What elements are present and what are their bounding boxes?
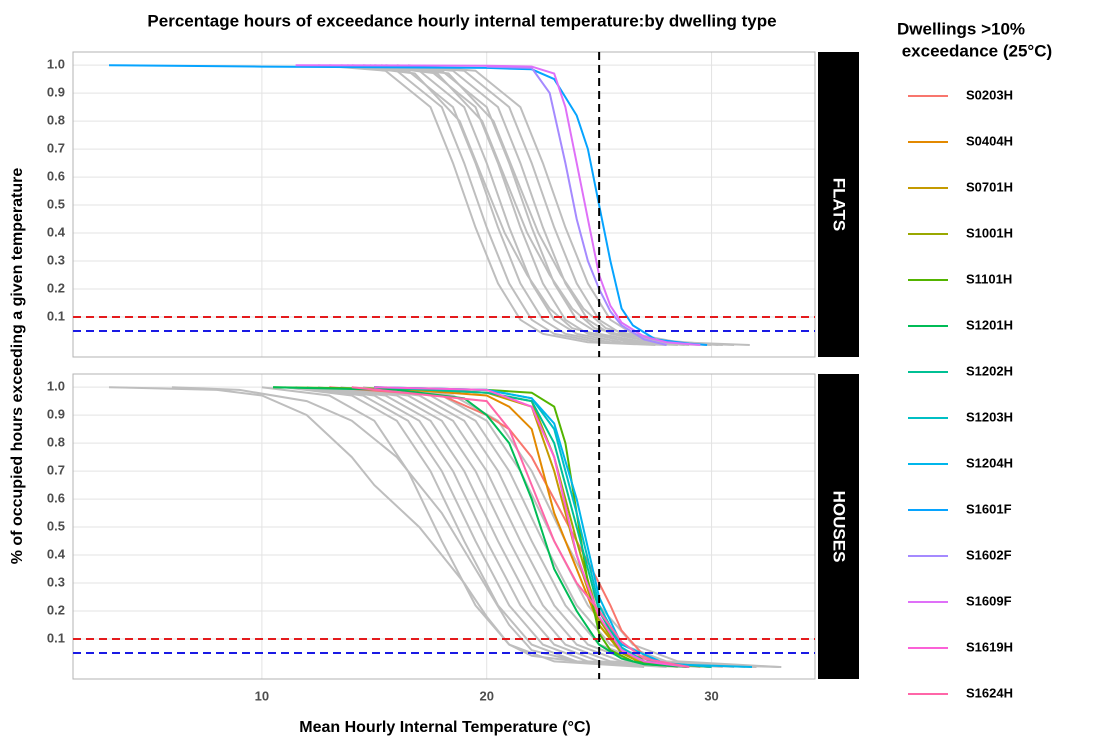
series-line [351, 386, 690, 668]
y-axis-title: % of occupied hours exceeding a given te… [9, 168, 26, 565]
series-line [374, 386, 753, 668]
series-line [329, 386, 712, 668]
facet-label: HOUSES [830, 491, 849, 563]
legend-label: S1101H [966, 271, 1012, 286]
legend-label: S1001H [966, 225, 1013, 240]
legend-label: S1624H [966, 685, 1013, 700]
y-tick-label: 0.1 [47, 308, 65, 323]
legend-title: Dwellings >10% [897, 19, 1025, 38]
panel-background [73, 52, 815, 357]
series-line [108, 386, 782, 668]
y-tick-label: 1.0 [47, 379, 65, 394]
y-tick-label: 0.6 [47, 491, 65, 506]
x-tick-label: 10 [255, 688, 269, 703]
x-tick-label: 20 [479, 688, 493, 703]
facet-label: FLATS [830, 178, 849, 232]
legend-label: S1201H [966, 317, 1013, 332]
legend-label: S0404H [966, 133, 1013, 148]
y-tick-label: 0.3 [47, 574, 65, 589]
y-tick-label: 0.7 [47, 141, 65, 156]
series-line [369, 64, 708, 346]
legend-label: S1203H [966, 409, 1013, 424]
series-line [295, 64, 701, 346]
y-tick-label: 0.3 [47, 252, 65, 267]
y-tick-label: 0.2 [47, 602, 65, 617]
panel-border [72, 51, 816, 358]
y-tick-label: 0.4 [47, 546, 66, 561]
y-tick-label: 0.2 [47, 280, 65, 295]
series-line [108, 64, 708, 346]
legend-label: S0701H [966, 179, 1013, 194]
series-line [317, 386, 701, 668]
panel-background [73, 374, 815, 679]
legend-label: S0203H [966, 87, 1013, 102]
series-line [486, 65, 667, 346]
y-tick-label: 0.1 [47, 630, 65, 645]
y-tick-label: 0.9 [47, 85, 65, 100]
series-line [407, 64, 750, 346]
legend-label: S1601F [966, 501, 1012, 516]
facet-strip [818, 374, 859, 679]
y-tick-label: 0.6 [47, 169, 65, 184]
series-line [374, 386, 690, 668]
series-line [261, 386, 645, 668]
series-line [284, 386, 667, 668]
series-line [295, 386, 678, 668]
y-tick-label: 1.0 [47, 57, 65, 72]
series-line [380, 64, 719, 346]
facet-strip [818, 52, 859, 357]
chart-title: Percentage hours of exceedance hourly in… [147, 11, 776, 30]
y-tick-label: 0.5 [47, 196, 65, 211]
x-axis-title: Mean Hourly Internal Temperature (°C) [299, 719, 590, 736]
series-line [329, 64, 667, 346]
legend-label: S1202H [966, 363, 1013, 378]
legend-label: S1609F [966, 593, 1012, 608]
y-tick-label: 0.8 [47, 435, 65, 450]
series-line [318, 64, 656, 346]
series-line [347, 64, 685, 346]
y-tick-label: 0.5 [47, 518, 65, 533]
y-tick-label: 0.4 [47, 224, 66, 239]
y-tick-label: 0.9 [47, 407, 65, 422]
y-tick-label: 0.7 [47, 463, 65, 478]
legend-label: S1619H [966, 639, 1013, 654]
panel-border [72, 373, 816, 680]
legend-label: S1602F [966, 547, 1012, 562]
legend-title: exceedance (25°C) [897, 41, 1052, 60]
y-tick-label: 0.8 [47, 113, 65, 128]
x-tick-label: 30 [704, 688, 718, 703]
legend-label: S1204H [966, 455, 1013, 470]
series-line [306, 386, 690, 668]
